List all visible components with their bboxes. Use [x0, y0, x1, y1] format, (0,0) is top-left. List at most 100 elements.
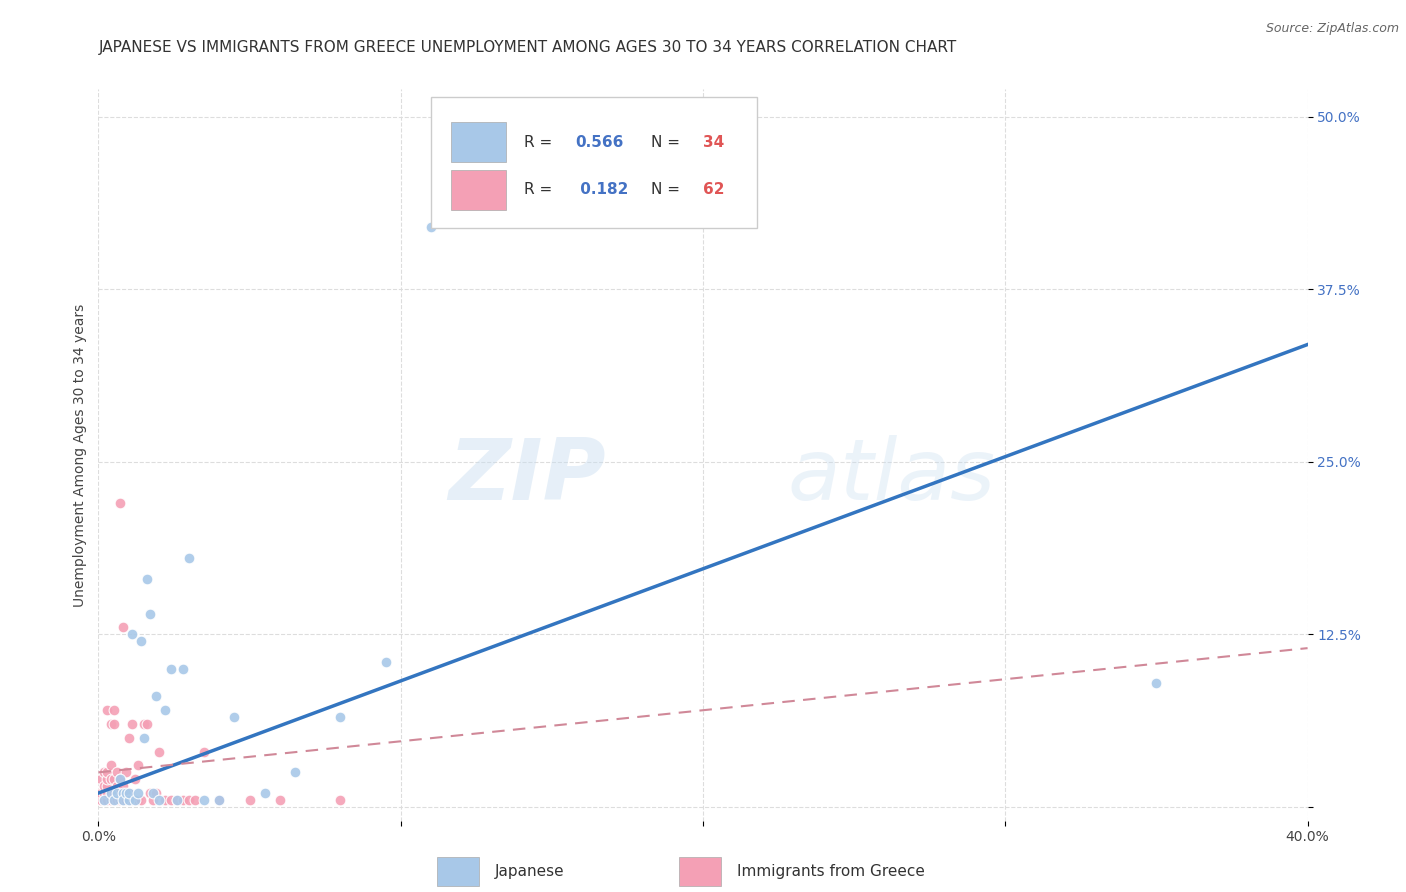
Point — [135, 717, 157, 731]
Point — [153, 703, 176, 717]
Point — [103, 703, 125, 717]
Point — [90, 786, 112, 800]
Point — [177, 793, 201, 807]
Point — [96, 772, 118, 787]
Point — [118, 786, 141, 800]
Point — [96, 765, 118, 780]
Point — [93, 765, 115, 780]
Point — [93, 779, 115, 793]
Point — [103, 717, 125, 731]
Text: JAPANESE VS IMMIGRANTS FROM GREECE UNEMPLOYMENT AMONG AGES 30 TO 34 YEARS CORREL: JAPANESE VS IMMIGRANTS FROM GREECE UNEMP… — [98, 40, 956, 55]
Point — [132, 717, 155, 731]
Point — [160, 662, 183, 676]
Point — [124, 772, 146, 787]
Point — [100, 717, 122, 731]
Point — [114, 765, 136, 780]
Point — [103, 772, 125, 787]
Point — [160, 793, 183, 807]
Point — [145, 786, 167, 800]
Text: ZIP: ZIP — [449, 435, 606, 518]
Point — [103, 793, 125, 807]
Point — [114, 786, 136, 800]
Text: N =: N = — [651, 182, 685, 197]
Text: Japanese: Japanese — [495, 864, 565, 880]
Point — [93, 786, 115, 800]
Point — [166, 793, 188, 807]
Point — [172, 793, 194, 807]
FancyBboxPatch shape — [432, 96, 758, 228]
Point — [374, 655, 396, 669]
Point — [100, 772, 122, 787]
Point — [103, 786, 125, 800]
Point — [108, 772, 131, 787]
Point — [127, 758, 149, 772]
Point — [111, 779, 134, 793]
Point — [135, 572, 157, 586]
Point — [184, 793, 207, 807]
Point — [129, 793, 152, 807]
Point — [139, 786, 162, 800]
Point — [142, 786, 165, 800]
Point — [224, 710, 246, 724]
FancyBboxPatch shape — [679, 857, 721, 887]
Y-axis label: Unemployment Among Ages 30 to 34 years: Unemployment Among Ages 30 to 34 years — [73, 303, 87, 607]
Point — [100, 786, 122, 800]
Point — [118, 793, 141, 807]
Point — [127, 786, 149, 800]
Point — [193, 745, 215, 759]
Point — [139, 607, 162, 621]
Point — [269, 793, 291, 807]
Point — [208, 793, 231, 807]
Point — [193, 793, 215, 807]
Point — [96, 703, 118, 717]
Point — [284, 765, 307, 780]
Point — [96, 779, 118, 793]
Point — [105, 786, 128, 800]
Point — [1144, 675, 1167, 690]
Point — [111, 786, 134, 800]
Point — [118, 731, 141, 745]
Point — [103, 793, 125, 807]
Point — [90, 772, 112, 787]
Point — [105, 765, 128, 780]
Point — [96, 786, 118, 800]
Point — [148, 793, 170, 807]
Point — [100, 758, 122, 772]
Point — [419, 220, 441, 235]
Point — [93, 793, 115, 807]
Point — [129, 634, 152, 648]
Text: R =: R = — [524, 182, 557, 197]
Point — [108, 786, 131, 800]
Point — [142, 793, 165, 807]
Point — [166, 793, 188, 807]
Point — [124, 793, 146, 807]
Point — [96, 793, 118, 807]
Point — [329, 793, 352, 807]
Point — [105, 793, 128, 807]
Point — [121, 717, 143, 731]
Point — [93, 793, 115, 807]
Text: atlas: atlas — [787, 435, 995, 518]
Point — [148, 745, 170, 759]
Point — [145, 690, 167, 704]
Point — [111, 793, 134, 807]
Point — [132, 731, 155, 745]
Point — [111, 620, 134, 634]
Point — [108, 772, 131, 787]
Text: 0.566: 0.566 — [575, 135, 623, 150]
Text: Immigrants from Greece: Immigrants from Greece — [737, 864, 925, 880]
Point — [108, 793, 131, 807]
Point — [111, 793, 134, 807]
Point — [153, 793, 176, 807]
Point — [329, 710, 352, 724]
Point — [114, 793, 136, 807]
FancyBboxPatch shape — [437, 857, 479, 887]
Point — [121, 627, 143, 641]
Point — [121, 793, 143, 807]
Text: 0.182: 0.182 — [575, 182, 628, 197]
Point — [100, 793, 122, 807]
Point — [172, 662, 194, 676]
FancyBboxPatch shape — [451, 122, 506, 162]
FancyBboxPatch shape — [451, 169, 506, 210]
Point — [118, 786, 141, 800]
